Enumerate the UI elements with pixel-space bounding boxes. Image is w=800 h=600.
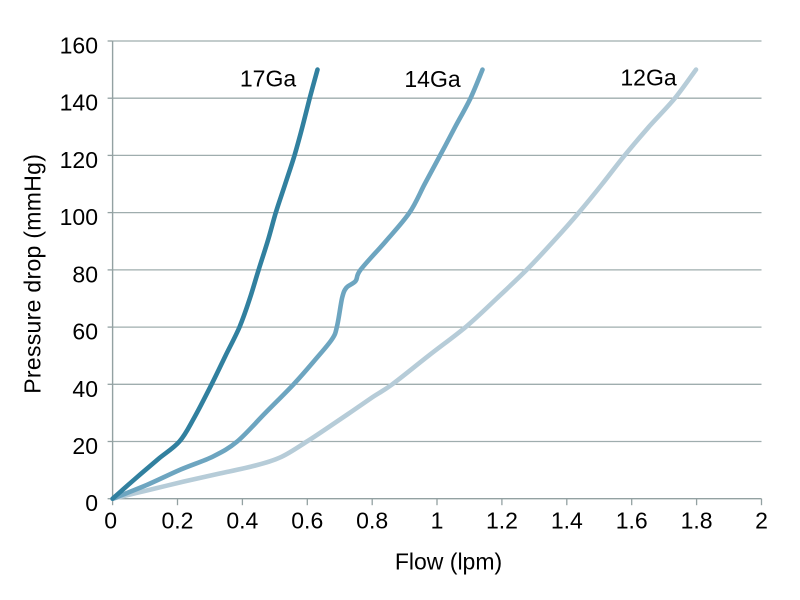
svg-text:100: 100 [60, 204, 98, 230]
svg-text:1.6: 1.6 [616, 508, 648, 534]
svg-text:120: 120 [60, 147, 98, 173]
svg-text:0.2: 0.2 [161, 508, 193, 534]
svg-text:1.4: 1.4 [551, 508, 583, 534]
svg-text:1: 1 [431, 508, 444, 534]
svg-text:0.4: 0.4 [226, 508, 258, 534]
svg-text:0.8: 0.8 [356, 508, 388, 534]
svg-text:1.8: 1.8 [681, 508, 713, 534]
svg-text:14Ga: 14Ga [404, 66, 460, 92]
svg-text:17Ga: 17Ga [240, 65, 296, 91]
svg-text:20: 20 [72, 433, 98, 459]
svg-text:2: 2 [755, 508, 768, 534]
svg-text:140: 140 [60, 90, 98, 116]
svg-text:60: 60 [72, 319, 98, 345]
svg-text:40: 40 [72, 376, 98, 402]
svg-text:Pressure drop (mmHg): Pressure drop (mmHg) [19, 154, 45, 394]
svg-text:1.2: 1.2 [486, 508, 518, 534]
svg-text:Flow (lpm): Flow (lpm) [395, 549, 502, 575]
svg-text:12Ga: 12Ga [620, 65, 676, 91]
svg-text:160: 160 [60, 33, 98, 59]
svg-text:0: 0 [104, 508, 117, 534]
svg-text:0.6: 0.6 [291, 508, 323, 534]
svg-text:0: 0 [85, 490, 98, 516]
svg-text:80: 80 [72, 261, 98, 287]
